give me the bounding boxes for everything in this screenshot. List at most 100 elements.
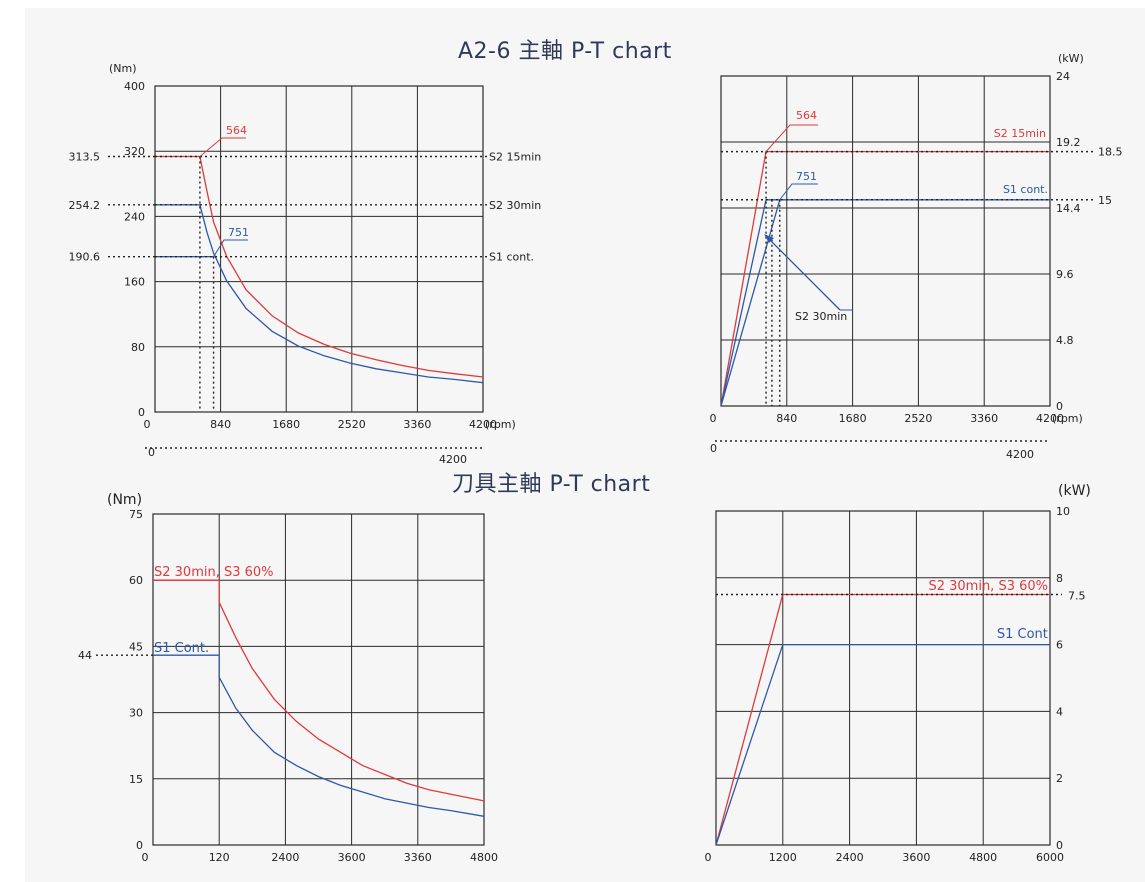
- a26-power-right-annotation: 15: [1098, 194, 1112, 207]
- tool-torque-series-line: [153, 654, 485, 817]
- a26-power-right-annotation: 18.5: [1098, 146, 1123, 159]
- a26-power-line-label: S2 15min: [994, 127, 1046, 140]
- a26-power-x-tick-label: 0: [710, 412, 717, 425]
- tool-power-y-tick-label: 0: [1056, 839, 1063, 852]
- a26-power-line-label: S1 cont.: [1003, 183, 1048, 196]
- a26-power-y-tick-label: 0: [1056, 400, 1063, 413]
- a26-power-arrowhead: [764, 234, 774, 243]
- a26-torque-x-tick-label: 840: [210, 418, 231, 431]
- tool-power-x-tick-label: 1200: [769, 851, 797, 864]
- a26-torque-left-annotation: 313.5: [69, 150, 101, 163]
- a26-power-corner-label: 751: [796, 170, 817, 183]
- a26-torque-right-annotation: S2 30min: [489, 199, 541, 212]
- a26-power-series-line: [720, 199, 1050, 407]
- a26-torque-x-tick-label: 1680: [272, 418, 300, 431]
- tool-power-y-tick-label: 2: [1056, 772, 1063, 785]
- a26-power-y-tick-label: 19.2: [1056, 136, 1081, 149]
- tool-power-x-tick-label: 2400: [836, 851, 864, 864]
- a26-torque-left-annotation: 190.6: [69, 251, 101, 264]
- tool-torque-line-label: S1 Cont.: [154, 641, 209, 656]
- tool-torque-y-tick-label: 30: [129, 707, 143, 720]
- bottom-chart-title: 刀具主軸 P-T chart: [452, 472, 651, 497]
- tool-torque-y-tick-label: 45: [129, 640, 143, 653]
- a26-torque-y-tick-label: 320: [124, 145, 145, 158]
- a26-torque-x-axis-label: (rpm): [485, 418, 516, 431]
- tool-power-y-tick-label: 8: [1056, 572, 1063, 585]
- a26-torque-bottom-label: 0: [148, 446, 155, 459]
- tool-torque-y-tick-label: 15: [129, 773, 143, 786]
- tool-power-x-tick-label: 0: [705, 851, 712, 864]
- a26-power-callout-751: [779, 183, 818, 201]
- a26-torque-y-tick-label: 240: [124, 210, 145, 223]
- tool-torque-x-tick-label: 2400: [271, 851, 299, 864]
- tool-torque-plot-frame: [152, 513, 485, 846]
- tool-torque-x-tick-label: 3600: [338, 851, 366, 864]
- a26-torque-x-tick-label: 3360: [403, 418, 431, 431]
- a26-power-x-tick-label: 3360: [970, 412, 998, 425]
- a26-power-series-line: [720, 150, 1050, 407]
- tool-power-x-tick-label: 3600: [902, 851, 930, 864]
- tool-torque-x-tick-label: 4800: [470, 851, 498, 864]
- tool-power-x-tick-label: 4800: [969, 851, 997, 864]
- a26-torque-bottom-label: 4200: [439, 453, 467, 466]
- a26-torque-right-annotation: S2 15min: [489, 150, 541, 163]
- a26-torque-series-line: [155, 155, 484, 378]
- a26-torque-y-tick-label: 160: [124, 276, 145, 289]
- tool-power-y-tick-label: 6: [1056, 639, 1063, 652]
- a26-torque-plot-frame: [154, 85, 484, 413]
- a26-torque-y-tick-label: 80: [131, 341, 145, 354]
- a26-power-x-tick-label: 4200: [1036, 412, 1064, 425]
- a26-power-plot-frame: [720, 75, 1051, 407]
- a26-power-x-tick-label: 1680: [839, 412, 867, 425]
- a26-power-corner-label: 564: [796, 109, 817, 122]
- a26-torque-callout-751: [213, 239, 248, 257]
- a26-power-x-tick-label: 2520: [904, 412, 932, 425]
- tool-torque-y-tick-label: 60: [129, 574, 143, 587]
- a26-power-y-tick-label: 9.6: [1056, 268, 1074, 281]
- a26-torque-corner-label: 751: [228, 226, 249, 239]
- tool-torque-y-axis-label: (Nm): [107, 492, 142, 508]
- a26-power-y-tick-label: 24: [1056, 70, 1070, 83]
- a26-power-pointer-arrow: [765, 235, 841, 311]
- a26-torque-y-axis-label: (Nm): [109, 62, 137, 75]
- a26-power-x-tick-label: 840: [776, 412, 797, 425]
- top-chart-title: A2-6 主軸 P-T chart: [458, 39, 672, 64]
- tool-power-chart: [715, 510, 1051, 846]
- a26-torque-x-tick-label: 2520: [338, 418, 366, 431]
- tool-torque-y-tick-label: 0: [136, 839, 143, 852]
- tool-torque-x-tick-label: 120: [209, 851, 230, 864]
- tool-power-line-label: S1 Cont.: [997, 627, 1052, 642]
- chart-panel: [25, 8, 1145, 882]
- a26-torque-y-tick-label: 400: [124, 80, 145, 93]
- a26-torque-series-line: [155, 204, 484, 384]
- a26-torque-right-annotation: S1 cont.: [489, 251, 534, 264]
- tool-torque-x-tick-label: 3360: [404, 851, 432, 864]
- a26-power-y-tick-label: 14.4: [1056, 202, 1081, 215]
- tool-torque-left-annotation: 44: [78, 649, 92, 662]
- a26-power-bottom-label: 0: [710, 442, 717, 455]
- tool-torque-line-label: S2 30min, S3 60%: [154, 565, 274, 580]
- a26-torque-y-tick-label: 0: [138, 406, 145, 419]
- a26-power-line-label: S2 30min: [795, 310, 847, 323]
- tool-power-plot-frame: [715, 510, 1051, 846]
- tool-power-x-tick-label: 6000: [1036, 851, 1064, 864]
- tool-torque-y-tick-label: 75: [129, 508, 143, 521]
- tool-torque-chart: [152, 513, 485, 846]
- tool-power-y-tick-label: 4: [1056, 705, 1063, 718]
- a26-torque-corner-label: 564: [226, 124, 247, 137]
- a26-power-y-axis-label: (kW): [1058, 52, 1084, 65]
- tool-power-line-label: S2 30min, S3 60%: [928, 579, 1048, 594]
- a26-torque-x-tick-label: 0: [144, 418, 151, 431]
- a26-power-x-axis-label: (rpm): [1052, 412, 1083, 425]
- a26-power-y-tick-label: 4.8: [1056, 334, 1074, 347]
- a26-power-bottom-label: 4200: [1006, 448, 1034, 461]
- tool-torque-x-tick-label: 0: [142, 851, 149, 864]
- tool-power-right-annotation: 7.5: [1068, 590, 1086, 603]
- tool-power-y-tick-label: 10: [1056, 505, 1070, 518]
- tool-power-y-axis-label: (kW): [1058, 483, 1091, 499]
- tool-power-series-line: [715, 643, 1050, 846]
- a26-torque-callout-564: [199, 137, 246, 157]
- a26-torque-left-annotation: 254.2: [69, 199, 101, 212]
- a26-power-callout-564: [765, 124, 818, 152]
